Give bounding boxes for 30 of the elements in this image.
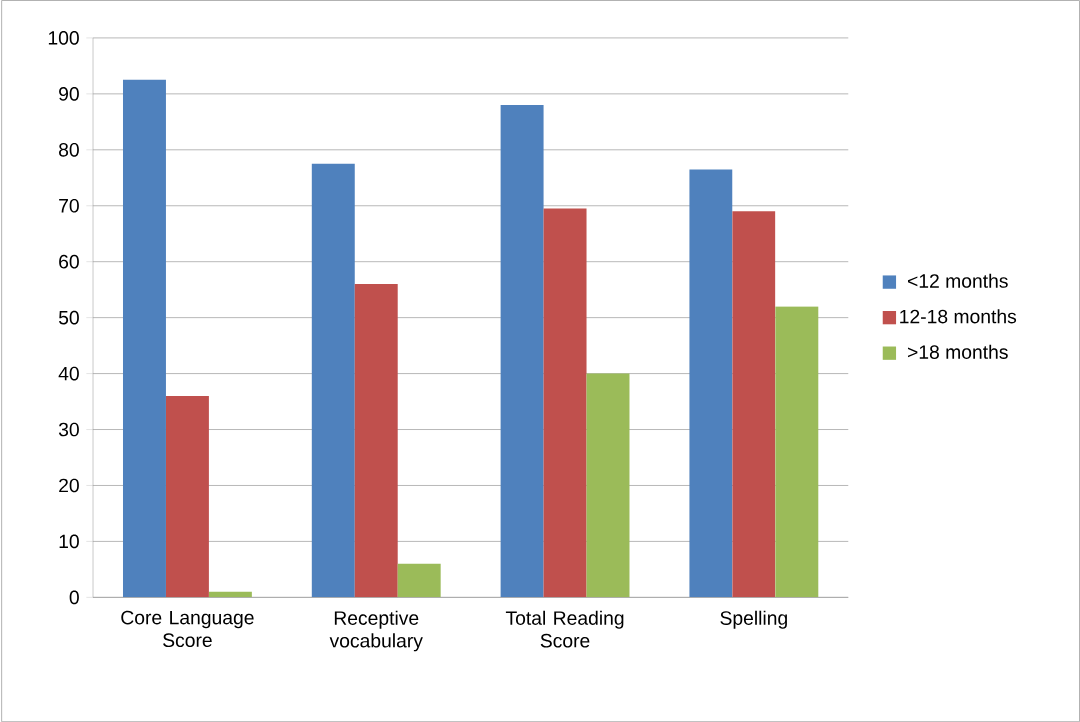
x-tick-label: Total Reading Score [505,610,624,648]
bar [732,211,776,598]
y-tick-label: 30 [58,422,79,437]
legend-label: >18 months [908,344,1008,359]
legend-label: <12 months [908,273,1008,288]
bar [354,283,398,598]
y-tick-label: 100 [48,30,79,45]
bar [165,395,209,598]
bar [122,79,166,598]
legend-label: 12-18 months [900,309,1017,324]
x-tick-label: Core Language Score [121,610,254,647]
y-tick-label: 50 [58,310,79,325]
y-tick-label: 20 [59,478,79,493]
y-tick-label: 70 [59,198,79,213]
x-tick-label: Spelling [720,610,787,629]
y-tick-label: 10 [59,534,79,549]
bar [543,208,587,598]
bar [775,306,819,598]
y-tick-label: 80 [59,142,79,157]
bar [586,373,630,598]
bar [500,104,544,598]
bar [208,591,252,598]
bar [689,169,733,598]
y-tick-label: 0 [69,590,79,605]
bar [311,163,355,598]
bar [397,563,441,598]
y-tick-label: 40 [58,366,79,381]
y-tick-label: 60 [59,254,79,269]
y-tick-label: 90 [59,86,79,101]
x-tick-label: Receptive vocabulary [329,610,423,652]
